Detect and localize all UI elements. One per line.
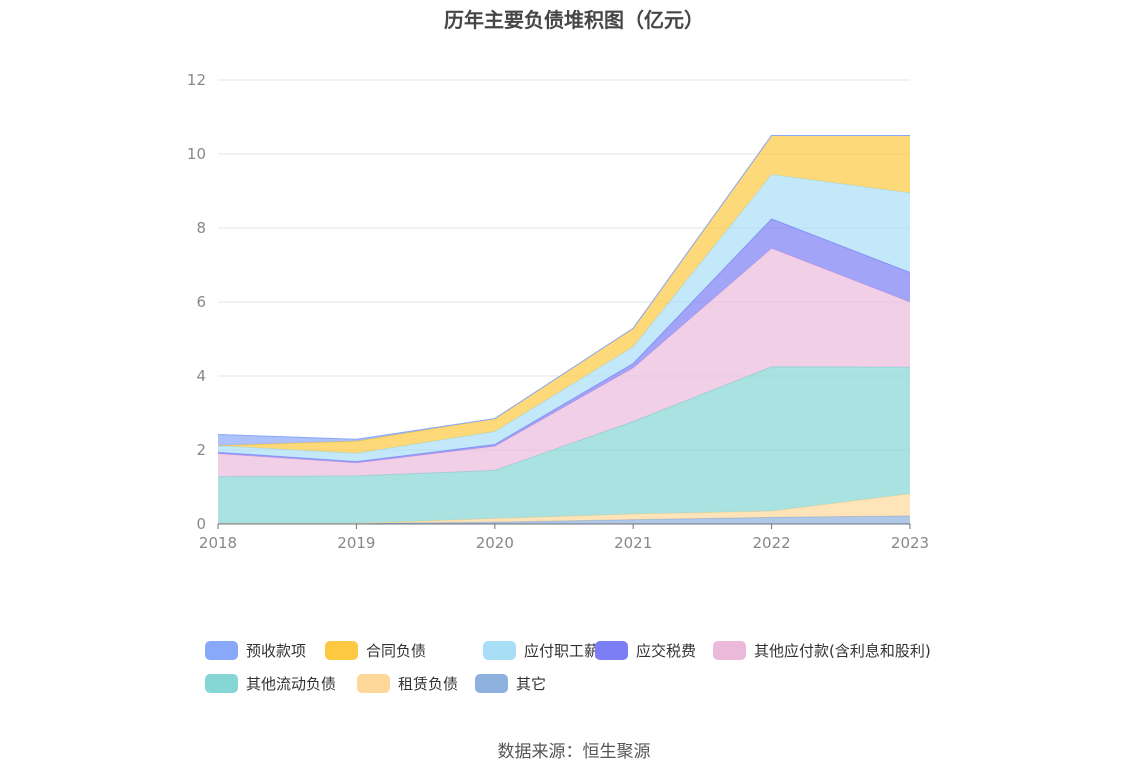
area-6 — [218, 174, 910, 462]
legend-label: 其他应付款(含利息和股利) — [754, 642, 931, 660]
x-tick-label: 2023 — [891, 534, 929, 552]
legend-label: 应交税费 — [636, 642, 697, 660]
area-series — [217, 135, 911, 524]
legend-item[interactable]: 应付职工薪酬 — [483, 640, 614, 661]
legend-label: 其它 — [516, 675, 547, 693]
legend-item[interactable]: 租赁负债 — [357, 673, 458, 694]
chart-title: 历年主要负债堆积图（亿元） — [444, 8, 704, 32]
area-4 — [218, 248, 910, 477]
stacked-area-chart: 0 2 4 6 8 10 12 2018 2019 2020 2021 2022 2023 — [187, 71, 929, 552]
legend-swatch — [475, 674, 508, 693]
legend-item[interactable]: 合同负债 — [325, 640, 426, 661]
axes: 0 2 4 6 8 10 12 2018 2019 2020 2021 2022 2023 — [187, 71, 929, 552]
x-tick-label: 2021 — [614, 534, 652, 552]
y-tick-label: 0 — [196, 515, 206, 533]
x-tick-label: 2022 — [753, 534, 791, 552]
y-tick-label: 6 — [196, 293, 206, 311]
y-tick-label: 12 — [187, 71, 206, 89]
legend-label: 预收款项 — [246, 642, 307, 660]
area-edge-8 — [217, 135, 910, 440]
area-7 — [218, 135, 910, 454]
legend-swatch — [357, 674, 390, 693]
x-tick-label: 2018 — [199, 534, 237, 552]
legend-item[interactable]: 其他流动负债 — [205, 673, 336, 694]
area-edge-3 — [217, 366, 911, 478]
legend-label: 合同负债 — [366, 642, 427, 660]
legend-label: 应付职工薪酬 — [524, 642, 615, 660]
x-tick-label: 2020 — [476, 534, 514, 552]
y-tick-label: 2 — [196, 441, 206, 459]
legend-swatch — [713, 641, 746, 660]
legend-swatch — [325, 641, 358, 660]
source-note: 数据来源：恒生聚源 — [497, 742, 651, 762]
legend-item[interactable]: 预收款项 — [205, 640, 306, 661]
legend-item[interactable]: 其他应付款(含利息和股利) — [713, 640, 931, 661]
y-tick-label: 4 — [196, 367, 206, 385]
legend-swatch — [483, 641, 516, 660]
area-3 — [218, 366, 910, 524]
x-tick-label: 2019 — [337, 534, 375, 552]
legend-label: 其他流动负债 — [246, 675, 337, 693]
legend-swatch — [205, 641, 238, 660]
legend-item[interactable]: 其它 — [475, 673, 546, 694]
legend-swatch — [205, 674, 238, 693]
y-tick-label: 8 — [196, 219, 206, 237]
legend-label: 租赁负债 — [398, 675, 459, 693]
area-2 — [218, 493, 910, 524]
legend-swatch — [595, 641, 628, 660]
y-tick-label: 10 — [187, 145, 206, 163]
legend-item[interactable]: 应交税费 — [595, 640, 696, 661]
